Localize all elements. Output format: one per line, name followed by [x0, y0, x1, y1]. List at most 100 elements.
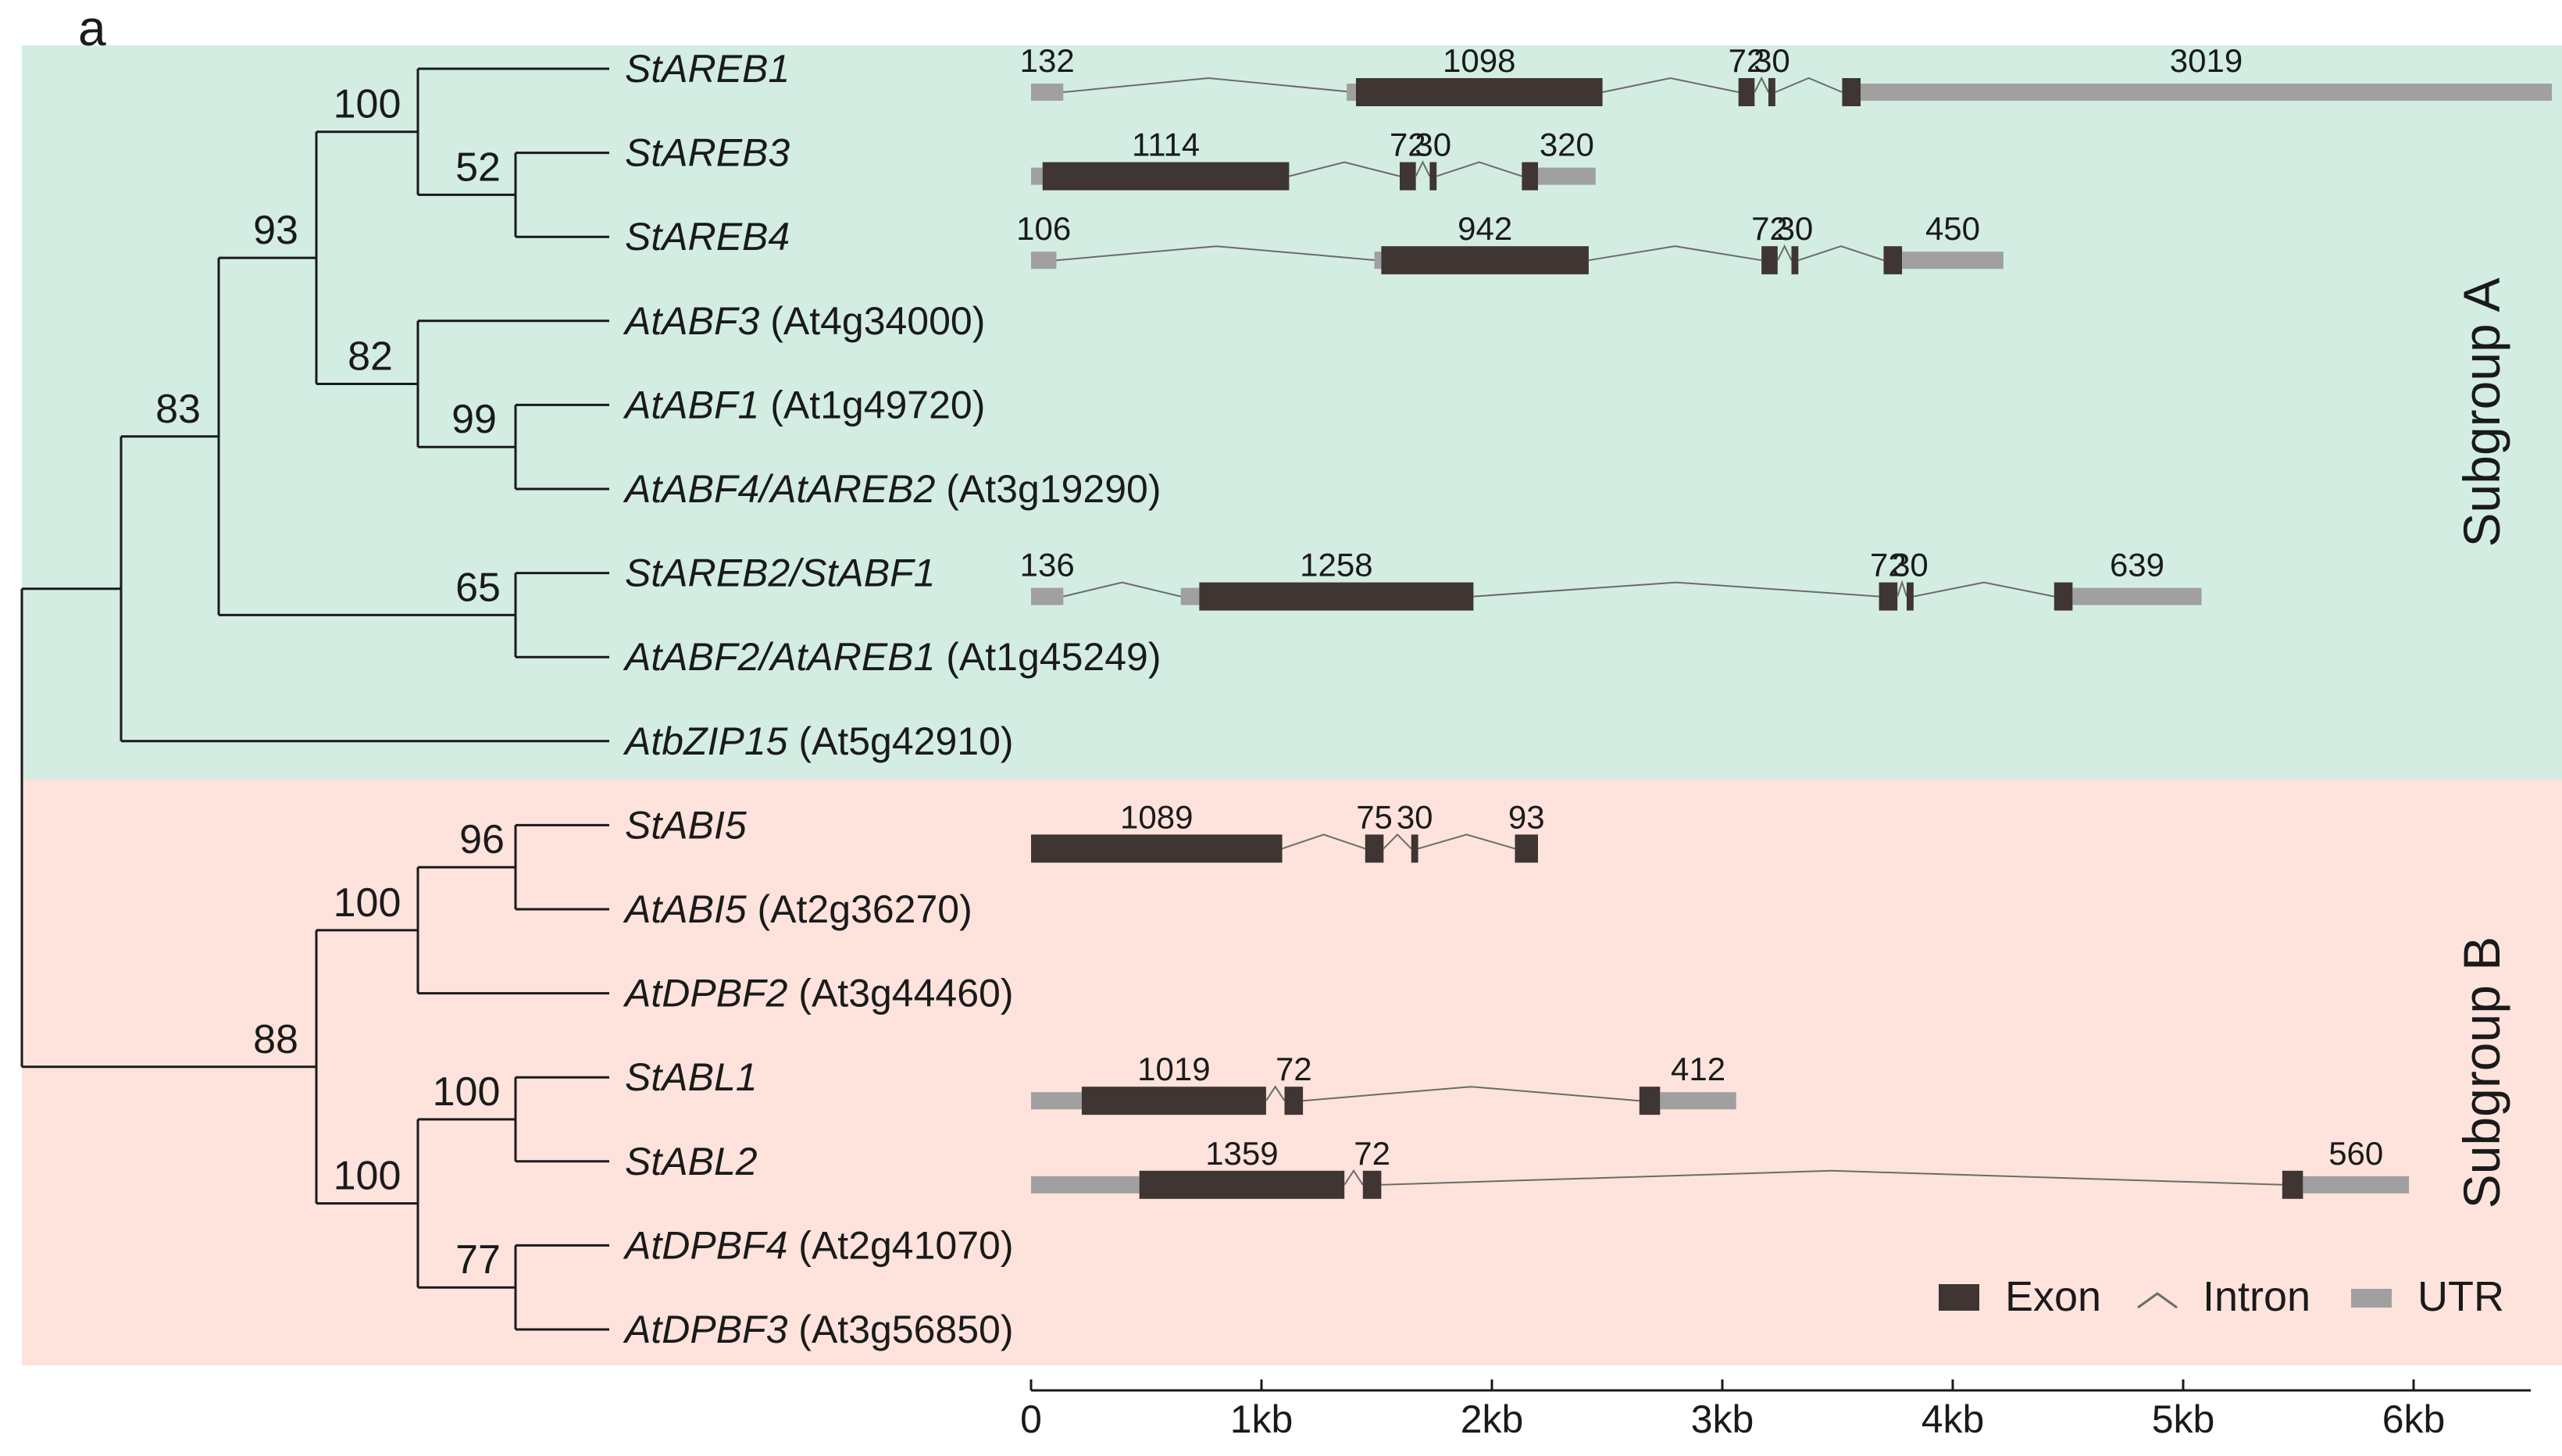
bootstrap-value: 88 — [253, 1017, 298, 1062]
segment-length-label: 560 — [2328, 1135, 2383, 1172]
exon-block — [1515, 834, 1538, 863]
intron-line — [1063, 77, 1354, 93]
exon-block — [1738, 78, 1755, 106]
taxon-label: AtDPBF2 (At3g44460) — [623, 972, 1014, 1015]
taxon-label: AtDPBF4 (At2g41070) — [623, 1223, 1014, 1267]
exon-block — [1365, 834, 1384, 863]
gene-structure: 1019 72 412 — [1031, 1051, 1736, 1115]
segment-length-label: 450 — [1925, 210, 1980, 247]
taxon-name: AtABF3 — [623, 299, 759, 343]
taxon-name: AtABI5 — [623, 887, 747, 931]
segment-length-label: 412 — [1671, 1051, 1725, 1087]
intron-line — [1265, 1085, 1286, 1101]
subgroup-b-label: Subgroup B — [2453, 937, 2510, 1209]
taxon-locus: (At1g45249) — [935, 635, 1161, 679]
segment-length-label: 1114 — [1132, 127, 1200, 163]
taxon-locus: (At1g49720) — [759, 383, 985, 426]
taxon-locus: (At5g42910) — [787, 719, 1013, 763]
exon-block — [1199, 582, 1474, 611]
taxon-name: AtDPBF2 — [623, 972, 788, 1015]
intron-line — [1776, 244, 1793, 261]
taxon-name: AtABF2/AtAREB1 — [623, 635, 935, 679]
taxon-name: StAREB4 — [625, 215, 790, 259]
segment-length-label: 1258 — [1300, 547, 1372, 583]
exon-block — [1791, 246, 1799, 275]
exon-block — [1081, 1087, 1266, 1115]
exon-block — [1639, 1087, 1661, 1115]
exon-block — [1042, 162, 1290, 191]
bootstrap-value: 65 — [455, 565, 501, 610]
taxon-label: StABL1 — [625, 1055, 758, 1099]
intron-line — [1436, 161, 1522, 177]
intron-line — [1798, 245, 1884, 262]
gene-structure: 1089 75 30 93 — [1031, 798, 1545, 863]
bootstrap-value: 77 — [455, 1237, 501, 1283]
taxon-locus: (At3g56850) — [787, 1308, 1013, 1351]
taxon-name: StABI5 — [625, 803, 747, 847]
axis-tick-label: 6kb — [2382, 1397, 2446, 1441]
taxon-label: AtbZIP15 (At5g42910) — [623, 719, 1014, 763]
intron-line — [1588, 245, 1762, 262]
utr-block — [1538, 167, 1596, 185]
taxon-label: StABL2 — [625, 1140, 758, 1183]
utr-block — [1031, 167, 1043, 185]
bootstrap-value: 100 — [334, 1154, 401, 1199]
segment-length-label: 106 — [1016, 210, 1071, 247]
taxon-name: AtDPBF4 — [623, 1223, 787, 1267]
taxon-label: AtABF1 (At1g49720) — [623, 383, 985, 426]
legend-intron-glyph — [2137, 1292, 2178, 1309]
legend: Exon Intron UTR — [1939, 1273, 2504, 1320]
utr-block — [2303, 1176, 2410, 1194]
utr-block — [1031, 1176, 1140, 1194]
intron-line — [1418, 833, 1515, 850]
taxon-name: AtbZIP15 — [623, 719, 788, 763]
intron-line — [1282, 833, 1366, 850]
segment-length-label: 132 — [1020, 42, 1075, 79]
taxon-label: StAREB1 — [625, 47, 790, 91]
subgroup-b-background — [22, 780, 2562, 1365]
segment-length-label: 320 — [1540, 127, 1594, 163]
intron-line — [1056, 245, 1377, 262]
segment-length-label: 72 — [1354, 1135, 1390, 1172]
legend-utr-label: UTR — [2417, 1273, 2504, 1320]
taxon-label: AtDPBF3 (At3g56850) — [623, 1308, 1014, 1351]
taxon-name: StABL1 — [625, 1055, 758, 1099]
exon-block — [1429, 162, 1437, 191]
utr-block — [1347, 84, 1356, 101]
taxon-locus: (At2g41070) — [787, 1223, 1013, 1267]
intron-line — [1415, 160, 1431, 177]
subgroup-a-label: Subgroup A — [2453, 278, 2510, 548]
exon-block — [1842, 78, 1861, 106]
segment-length-label: 72 — [1729, 42, 1765, 79]
bootstrap-value: 96 — [459, 817, 505, 862]
intron-line — [1383, 833, 1412, 850]
taxon-name: AtDPBF3 — [623, 1308, 788, 1351]
exon-block — [1411, 834, 1418, 863]
exon-block — [1362, 1170, 1382, 1199]
segment-length-label: 1089 — [1120, 798, 1193, 835]
segment-length-label: 75 — [1356, 798, 1393, 835]
axis-tick-label: 2kb — [1461, 1397, 1524, 1441]
phylogenetic-tree — [20, 67, 609, 1331]
intron-line — [1381, 1169, 2282, 1186]
gene-structure: 1359 72 560 — [1031, 1135, 2410, 1199]
bootstrap-value: 93 — [253, 208, 298, 253]
segment-length-label: 1019 — [1137, 1051, 1210, 1087]
bootstrap-value: 100 — [334, 880, 401, 926]
utr-block — [1374, 252, 1382, 269]
panel-label: a — [78, 0, 106, 56]
exon-block — [1907, 582, 1914, 611]
taxon-locus: (At3g19290) — [935, 467, 1161, 511]
segment-length-label: 1098 — [1443, 42, 1515, 79]
bootstrap-value: 83 — [155, 387, 201, 432]
exon-block — [1381, 246, 1589, 275]
segment-length-label: 942 — [1458, 210, 1512, 247]
segment-length-label: 30 — [1415, 127, 1451, 163]
bootstrap-value: 100 — [334, 82, 401, 127]
segment-length-label: 72 — [1751, 210, 1788, 247]
taxon-label: AtABF2/AtAREB1 (At1g45249) — [623, 635, 1161, 679]
